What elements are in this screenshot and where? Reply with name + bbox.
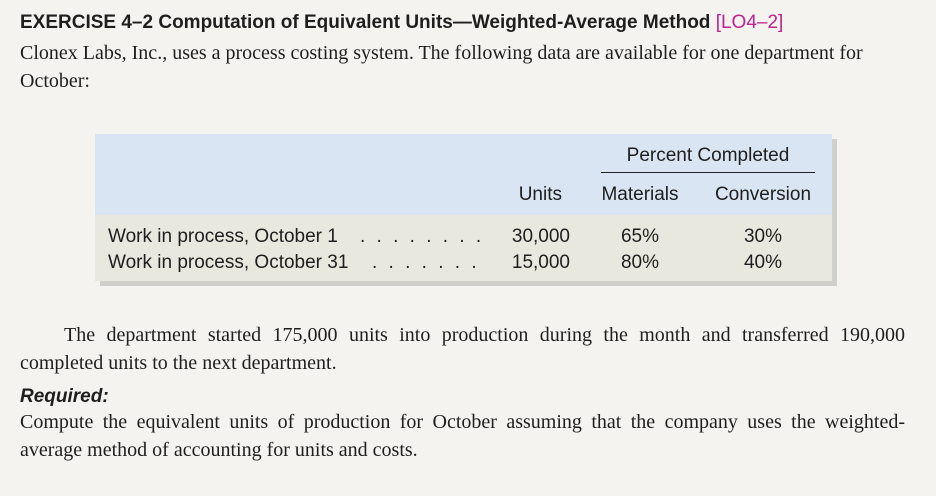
exercise-heading: EXERCISE 4–2 Computation of Equivalent U… bbox=[20, 10, 920, 36]
materials-oct1: 65% bbox=[620, 226, 660, 247]
dot-leader: . . . . . . . . . . . . . . . . . . bbox=[360, 226, 482, 247]
required-paragraph: Compute the equivalent units of producti… bbox=[20, 411, 905, 461]
conversion-column-header: Conversion bbox=[714, 184, 812, 205]
exercise-title: EXERCISE 4–2 Computation of Equivalent U… bbox=[20, 12, 711, 33]
dot-leader: . . . . . . . . . . . . . . . . . bbox=[372, 252, 482, 273]
units-oct1: 30,000 bbox=[511, 226, 570, 247]
row-label-oct1: Work in process, October 1 bbox=[108, 226, 338, 247]
units-column-header: Units bbox=[518, 184, 562, 205]
intro-paragraph: Clonex Labs, Inc., uses a process costin… bbox=[20, 42, 863, 92]
row-label-oct31: Work in process, October 31 bbox=[108, 252, 349, 273]
materials-oct31: 80% bbox=[620, 252, 660, 273]
table-header bbox=[95, 134, 832, 215]
materials-column-header: Materials bbox=[601, 184, 679, 205]
body-paragraph: The department started 175,000 units int… bbox=[20, 324, 905, 374]
learning-objective-ref: [LO4–2] bbox=[715, 12, 784, 33]
table-body bbox=[95, 215, 832, 281]
percent-completed-header: Percent Completed bbox=[626, 145, 790, 166]
units-oct31: 15,000 bbox=[511, 252, 570, 273]
header-divider bbox=[601, 172, 815, 173]
conversion-oct31: 40% bbox=[743, 252, 783, 273]
conversion-oct1: 30% bbox=[743, 226, 783, 247]
required-heading: Required: bbox=[20, 386, 109, 407]
